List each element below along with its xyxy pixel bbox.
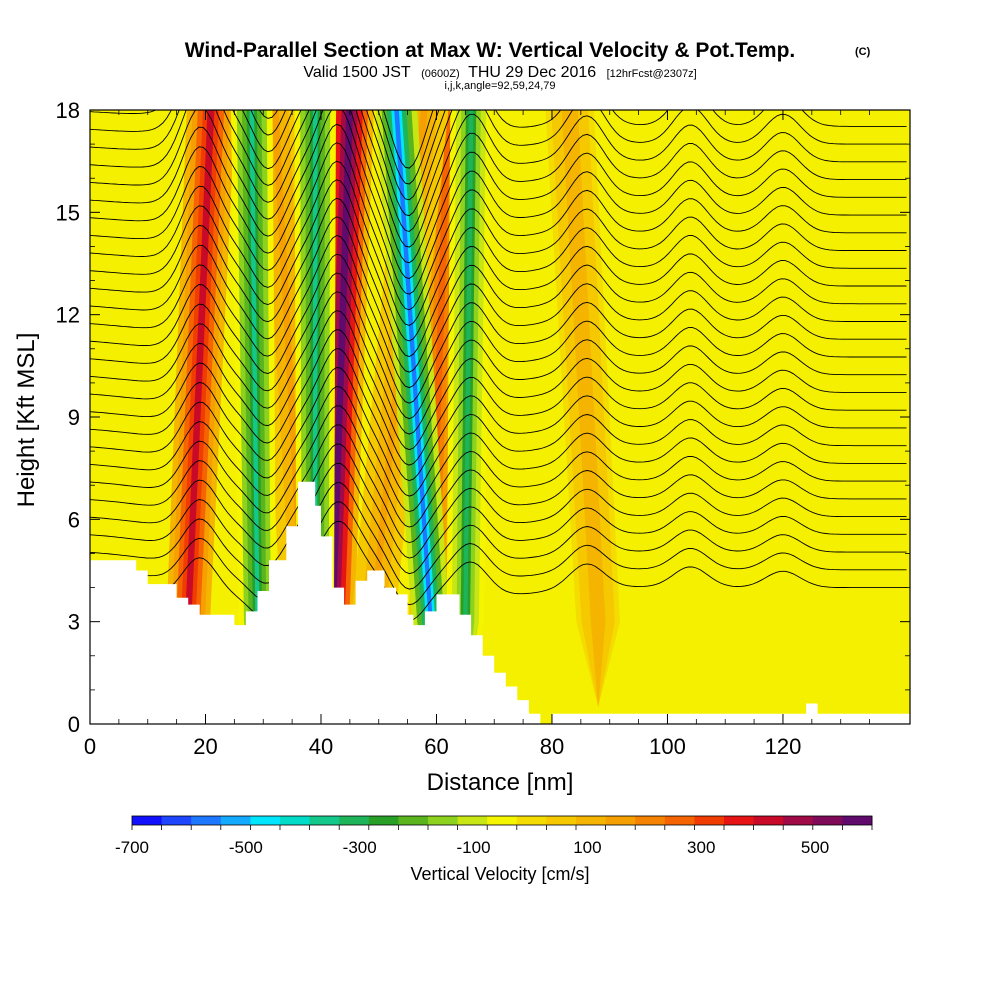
subtitle-date: THU 29 Dec 2016: [468, 64, 596, 81]
y-tick-label: 3: [68, 610, 80, 635]
theta-contour-line: [90, 110, 907, 232]
y-tick-label: 18: [56, 98, 80, 123]
colorbar-swatch: [398, 816, 429, 825]
colorbar-label: -700: [115, 838, 149, 857]
theta-contour-line: [90, 216, 907, 373]
subtitle-utc: (0600Z): [421, 68, 460, 80]
colorbar-frame: [131, 815, 873, 826]
y-axis-label: Height [Kft MSL]: [13, 333, 40, 508]
x-tick-label: 120: [765, 734, 802, 759]
theta-contour-line: [90, 253, 907, 404]
theta-contour-line: [90, 235, 907, 389]
updraft-band: [566, 110, 602, 707]
colorbar-swatch: [664, 816, 695, 825]
colorbar-swatch: [428, 816, 459, 825]
x-tick-label: 100: [649, 734, 686, 759]
colorbar-swatch: [220, 816, 251, 825]
colorbar: -700 -500 -300 -100 100 300 500: [115, 815, 873, 857]
colorbar-swatch: [576, 816, 607, 825]
colorbar-swatch: [516, 816, 547, 825]
colorbar-swatch: [309, 816, 340, 825]
colorbar-swatch: [635, 816, 666, 825]
colorbar-label: -300: [343, 838, 377, 857]
theta-contour-line: [90, 386, 907, 512]
colorbar-title: Vertical Velocity [cm/s]: [410, 864, 589, 884]
y-tick-label: 0: [68, 712, 80, 737]
x-tick-label: 60: [424, 734, 448, 759]
theta-contour-line: [90, 348, 907, 482]
subtitle-valid: Valid 1500 JST: [303, 64, 411, 81]
theta-contour-line: [90, 160, 907, 326]
downdraft-band: [249, 110, 260, 707]
y-tick-label: 9: [68, 405, 80, 430]
theta-contour-line: [90, 110, 907, 248]
indices-label: i,j,k,angle=92,59,24,79: [444, 80, 555, 92]
theta-contour-line: [90, 110, 907, 279]
terrain-mask: [90, 481, 910, 724]
copyright-mark: (C): [855, 46, 871, 58]
theta-contour-line: [90, 197, 907, 357]
colorbar-swatch: [546, 816, 577, 825]
theta-contour-line: [90, 501, 907, 606]
theta-contour-line: [90, 142, 907, 311]
axis-ticks: 0 20 40 60 80 100 120 0 3 6 9 12 15 18: [56, 98, 910, 759]
colorbar-swatch: [280, 816, 311, 825]
x-tick-label: 0: [84, 734, 96, 759]
updraft-band: [329, 110, 354, 707]
theta-contour-line: [90, 110, 907, 264]
theta-contour-line: [90, 462, 907, 575]
colorbar-swatch: [161, 816, 192, 825]
colorbar-label: 100: [573, 838, 601, 857]
theta-contour-line: [90, 310, 907, 451]
theta-contours: [90, 110, 907, 621]
downdraft-band: [463, 110, 474, 707]
theta-contour-line: [90, 405, 907, 528]
colorbar-swatch: [812, 816, 843, 825]
chart-subtitle: Valid 1500 JST (0600Z) THU 29 Dec 2016 […: [303, 64, 696, 81]
theta-contour-line: [90, 424, 907, 543]
colorbar-swatch: [694, 816, 725, 825]
colorbar-swatch: [842, 816, 873, 825]
colorbar-label: 500: [801, 838, 829, 857]
theta-contour-line: [90, 520, 907, 621]
theta-contour-line: [90, 123, 907, 295]
colorbar-swatch: [457, 816, 488, 825]
y-tick-label: 15: [56, 200, 80, 225]
theta-contour-line: [90, 291, 907, 435]
colorbar-swatch: [487, 816, 518, 825]
x-tick-label: 80: [540, 734, 564, 759]
theta-contour-line: [90, 443, 907, 559]
colorbar-swatch: [250, 816, 281, 825]
colorbar-label: -500: [229, 838, 263, 857]
colorbar-swatch: [753, 816, 784, 825]
subtitle-forecast: [12hrFcst@2307z]: [607, 68, 697, 80]
chart-title: Wind-Parallel Section at Max W: Vertical…: [185, 39, 796, 62]
theta-contour-line: [90, 179, 907, 342]
x-tick-label: 40: [309, 734, 333, 759]
x-axis-label: Distance [nm]: [427, 769, 574, 796]
x-tick-label: 20: [193, 734, 217, 759]
colorbar-swatch: [132, 816, 163, 825]
colorbar-swatch: [605, 816, 636, 825]
theta-contour-line: [90, 329, 907, 466]
theta-contour-line: [90, 272, 907, 420]
colorbar-label: -100: [457, 838, 491, 857]
colorbar-swatch: [783, 816, 814, 825]
colorbar-swatch: [724, 816, 755, 825]
theta-contour-line: [90, 110, 907, 217]
colorbar-label: 300: [687, 838, 715, 857]
y-tick-label: 6: [68, 507, 80, 532]
theta-contour-line: [90, 367, 907, 497]
updraft-band: [185, 110, 215, 707]
colorbar-swatch: [191, 816, 222, 825]
colorbar-swatch: [339, 816, 370, 825]
y-tick-label: 12: [56, 303, 80, 328]
theta-contour-line: [90, 482, 907, 590]
colorbar-swatch: [368, 816, 399, 825]
